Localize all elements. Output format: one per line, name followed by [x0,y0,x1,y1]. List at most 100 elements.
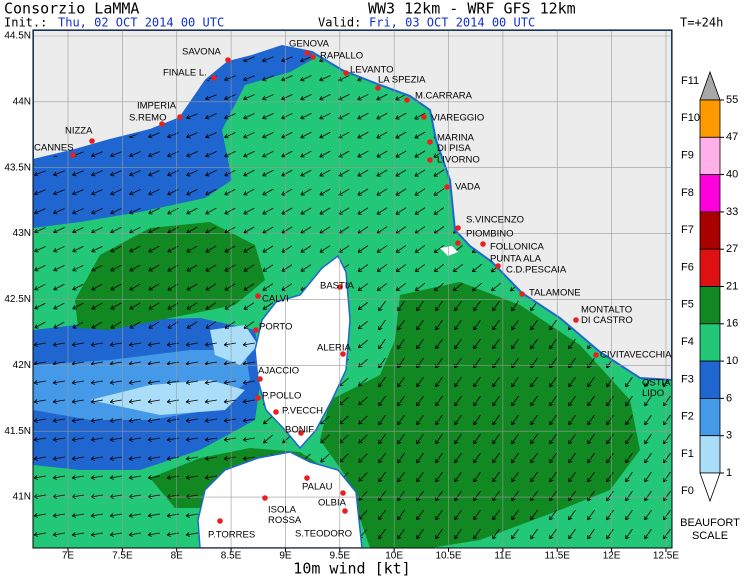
wind-arrow [243,302,255,310]
wind-arrow [110,245,122,253]
wind-arrow [511,357,519,369]
wind-arrow [72,227,84,234]
city-dot [70,152,76,158]
wind-arrow [128,532,141,537]
wind-arrow [185,418,198,423]
wind-arrow [33,342,46,347]
wind-arrow [568,395,576,407]
wind-arrow [300,131,312,139]
wind-arrow [223,342,236,347]
wind-arrow [300,94,312,101]
city-dot [455,240,461,246]
wind-arrow [625,433,633,445]
wind-arrow [473,490,481,502]
wind-arrow [644,528,652,540]
wind-arrow [186,151,198,158]
wind-arrow [397,471,405,483]
wind-arrow [416,319,424,331]
wind-arrow [262,245,274,253]
wind-arrow [281,131,293,139]
wind-arrow [224,94,236,101]
wind-arrow [549,452,557,464]
wind-arrow [33,399,46,404]
wind-arrow [454,376,462,388]
beaufort-label: F0 [681,485,694,497]
wind-arrow [414,264,426,273]
wind-arrow [300,264,312,272]
wind-arrow [376,264,388,272]
wind-arrow [205,151,217,158]
wind-arrow [357,245,369,253]
wind-arrow [416,300,424,312]
colorbar-level: 40 [726,169,738,181]
wind-arrow [357,131,369,139]
wind-arrow [319,150,331,158]
colorbar-level: 10 [726,355,738,367]
wind-arrow [416,528,424,540]
city-label: S.VINCENZO [466,215,524,226]
city-label: DI PISA [437,143,471,154]
city-label: CIVITAVECCHIA [600,350,672,361]
wind-arrow [606,528,614,540]
wind-arrow [147,475,160,480]
wind-arrow [587,433,595,445]
wind-arrow [549,395,557,407]
wind-arrow [472,282,482,292]
wind-arrow [300,188,312,196]
wind-arrow [109,456,122,461]
colorbar-level: 6 [726,392,732,404]
city-label: P.POLLO [262,391,301,402]
wind-arrow [358,472,368,482]
wind-arrow [644,490,652,502]
wind-arrow [263,434,273,444]
wind-arrow [357,320,368,330]
x-tick-label: 8.5E [221,551,242,562]
wind-arrow [319,75,331,82]
wind-arrow [33,418,46,423]
wind-arrow [416,357,424,369]
wind-arrow [530,319,538,331]
wind-arrow [71,418,84,423]
wind-arrow [91,208,103,215]
wind-arrow [224,207,236,215]
city-label: TALAMONE [529,288,581,299]
wind-arrow [416,376,424,388]
wind-arrow [511,338,519,350]
wind-arrow [34,283,46,291]
wind-arrow [224,188,236,196]
city-label: CALVI [262,294,289,305]
colorbar-segment [699,323,721,362]
city-dot [480,241,486,247]
wind-arrow [395,112,407,120]
wind-arrow [492,395,500,407]
wind-arrow [109,475,122,480]
x-tick-label: 7.5E [112,551,133,562]
wind-arrow [433,245,445,253]
wind-arrow [300,207,312,215]
city-dot [304,475,310,481]
wind-arrow [34,246,46,253]
wind-arrow [91,151,103,158]
wind-arrow [147,513,160,518]
wind-arrow [71,456,84,461]
wind-arrow [319,226,331,234]
wind-arrow [473,357,481,369]
wind-arrow [395,131,407,139]
wind-arrow [147,456,160,461]
wind-arrow [224,113,236,120]
wind-arrow [90,437,103,442]
wind-arrow [224,245,236,253]
wind-arrow [128,437,141,442]
city-label: ALERIA [317,343,351,354]
wind-arrow [205,207,217,215]
wind-arrow [492,357,500,369]
wind-arrow [625,490,633,502]
wind-arrow [223,437,236,442]
wind-arrow [129,283,141,291]
wind-arrow [72,189,84,196]
city-label: BONIF [285,425,314,436]
wind-arrow [358,415,368,425]
wind-arrow [435,452,443,464]
wind-arrow [376,93,388,101]
city-label: S.REMO [129,113,166,124]
